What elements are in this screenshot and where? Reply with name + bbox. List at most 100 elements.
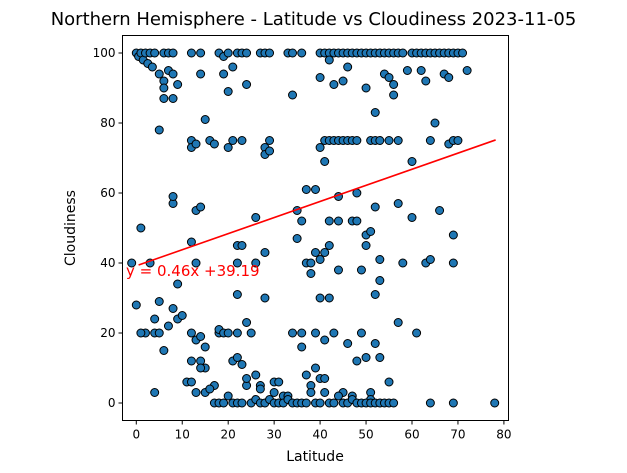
scatter-point — [196, 202, 206, 212]
scatter-point — [329, 398, 339, 408]
scatter-point — [232, 353, 242, 362]
scatter-point — [168, 48, 178, 58]
scatter-point — [228, 136, 238, 145]
scatter-point — [389, 80, 399, 89]
scatter-point — [384, 73, 394, 82]
scatter-point — [416, 66, 426, 75]
scatter-point — [375, 255, 385, 264]
scatter-point — [154, 328, 164, 338]
scatter-point — [177, 311, 187, 320]
y-axis-label: Cloudiness — [63, 190, 79, 266]
scatter-point — [191, 258, 201, 268]
scatter-point — [333, 216, 343, 226]
scatter-point — [265, 48, 275, 58]
scatter-point — [242, 374, 252, 383]
scatter-point — [297, 342, 307, 352]
scatter-point — [219, 398, 229, 408]
x-axis-label: Latitude — [286, 449, 344, 465]
scatter-point — [150, 48, 160, 58]
scatter-point — [375, 136, 385, 145]
y-tick-label: 60 — [100, 186, 115, 200]
scatter-point — [154, 125, 164, 135]
scatter-point — [251, 370, 261, 380]
scatter-point — [370, 339, 380, 348]
scatter-point — [462, 66, 472, 75]
scatter-point — [242, 80, 252, 89]
scatter-point — [154, 297, 164, 306]
scatter-point — [324, 241, 334, 250]
scatter-point — [168, 69, 178, 79]
scatter-point — [251, 213, 261, 222]
x-tick-label: 50 — [358, 428, 373, 442]
scatter-point — [301, 185, 311, 194]
scatter-point — [127, 258, 137, 268]
scatter-point — [150, 388, 160, 397]
scatter-point — [361, 353, 371, 362]
scatter-point — [320, 335, 330, 345]
scatter-point — [288, 90, 298, 100]
scatter-point — [375, 353, 385, 362]
scatter-point — [232, 258, 242, 268]
scatter-point — [150, 314, 160, 324]
y-tick-label: 80 — [100, 116, 115, 130]
scatter-point — [292, 234, 302, 243]
scatter-point — [196, 332, 206, 341]
scatter-point — [297, 48, 307, 58]
scatter-point — [251, 258, 261, 268]
scatter-point — [173, 279, 183, 289]
scatter-point — [223, 87, 233, 96]
scatter-point — [393, 199, 403, 208]
scatter-point — [223, 48, 233, 58]
scatter-point — [223, 143, 233, 152]
scatter-point — [288, 48, 298, 58]
y-tick-label: 20 — [100, 326, 115, 340]
scatter-point — [356, 328, 366, 338]
scatter-point — [200, 342, 210, 352]
scatter-point — [407, 213, 417, 222]
scatter-point — [389, 398, 399, 408]
scatter-point — [297, 216, 307, 226]
scatter-point — [421, 76, 431, 86]
scatter-point — [320, 248, 330, 257]
scatter-point — [196, 69, 206, 79]
scatter-point — [356, 265, 366, 275]
scatter-point — [315, 143, 325, 152]
x-tick-label: 20 — [221, 428, 236, 442]
x-tick-label: 60 — [404, 428, 419, 442]
regression-line — [138, 139, 496, 266]
scatter-point — [352, 356, 362, 366]
scatter-point — [237, 241, 247, 250]
scatter-point — [398, 48, 408, 58]
scatter-point — [274, 377, 284, 387]
scatter-point — [343, 339, 353, 348]
scatter-point — [223, 391, 233, 401]
scatter-point — [370, 108, 380, 117]
scatter-point — [186, 356, 196, 366]
scatter-point — [237, 360, 247, 369]
scatter-point — [370, 202, 380, 212]
scatter-point — [255, 384, 265, 394]
scatter-point — [232, 290, 242, 299]
scatter-point — [306, 388, 316, 397]
scatter-point — [260, 293, 270, 303]
scatter-point — [136, 328, 146, 338]
scatter-point — [297, 328, 307, 338]
scatter-point — [168, 192, 178, 201]
scatter-point — [333, 391, 343, 401]
y-tick-label: 40 — [100, 256, 115, 270]
x-axis-ticks: 0 10 20 30 40 50 60 70 80 — [132, 420, 512, 442]
scatter-point — [389, 90, 399, 100]
scatter-point — [311, 363, 320, 373]
scatter-point — [370, 290, 380, 299]
scatter-point — [393, 318, 403, 327]
scatter-point — [186, 48, 196, 58]
y-axis-ticks: 0 20 40 60 80 100 — [93, 46, 123, 410]
x-tick-label: 40 — [312, 428, 327, 442]
scatter-point — [329, 328, 339, 338]
y-tick-label: 100 — [93, 46, 116, 60]
scatter-point — [425, 255, 435, 264]
scatter-point — [315, 255, 325, 264]
scatter-point — [306, 269, 316, 278]
scatter-point — [232, 328, 242, 338]
